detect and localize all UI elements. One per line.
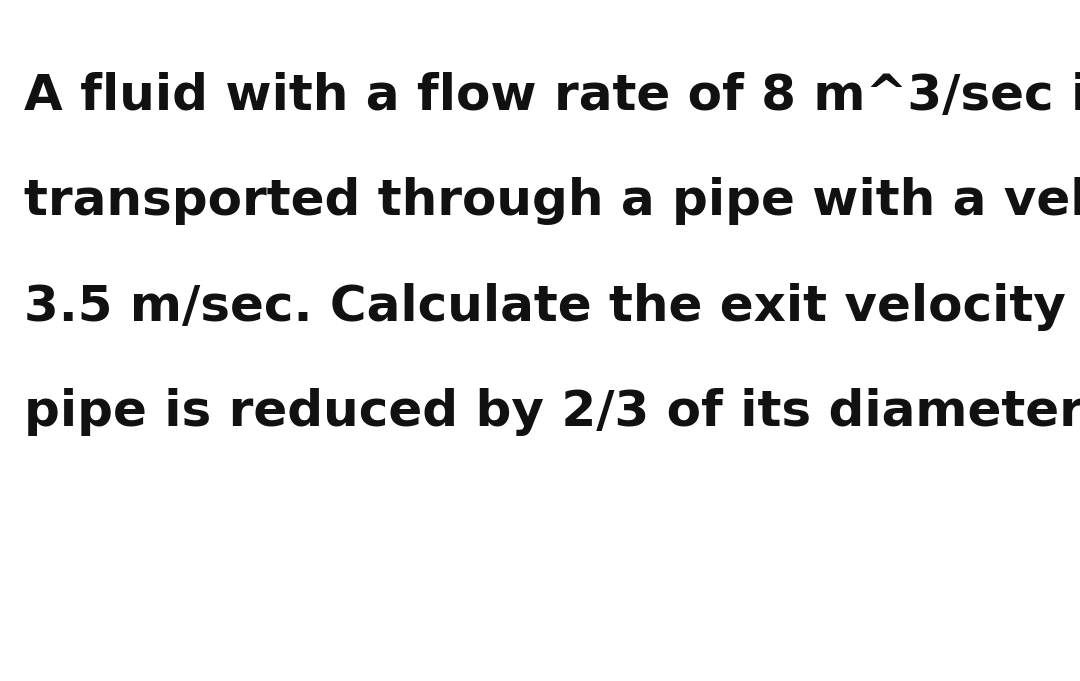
Text: A fluid with a flow rate of 8 m^3/sec is: A fluid with a flow rate of 8 m^3/sec is xyxy=(24,72,1080,119)
Text: 3.5 m/sec. Calculate the exit velocity if the: 3.5 m/sec. Calculate the exit velocity i… xyxy=(24,283,1080,330)
Text: pipe is reduced by 2/3 of its diameter.: pipe is reduced by 2/3 of its diameter. xyxy=(24,388,1080,436)
Text: transported through a pipe with a velocity of: transported through a pipe with a veloci… xyxy=(24,177,1080,225)
